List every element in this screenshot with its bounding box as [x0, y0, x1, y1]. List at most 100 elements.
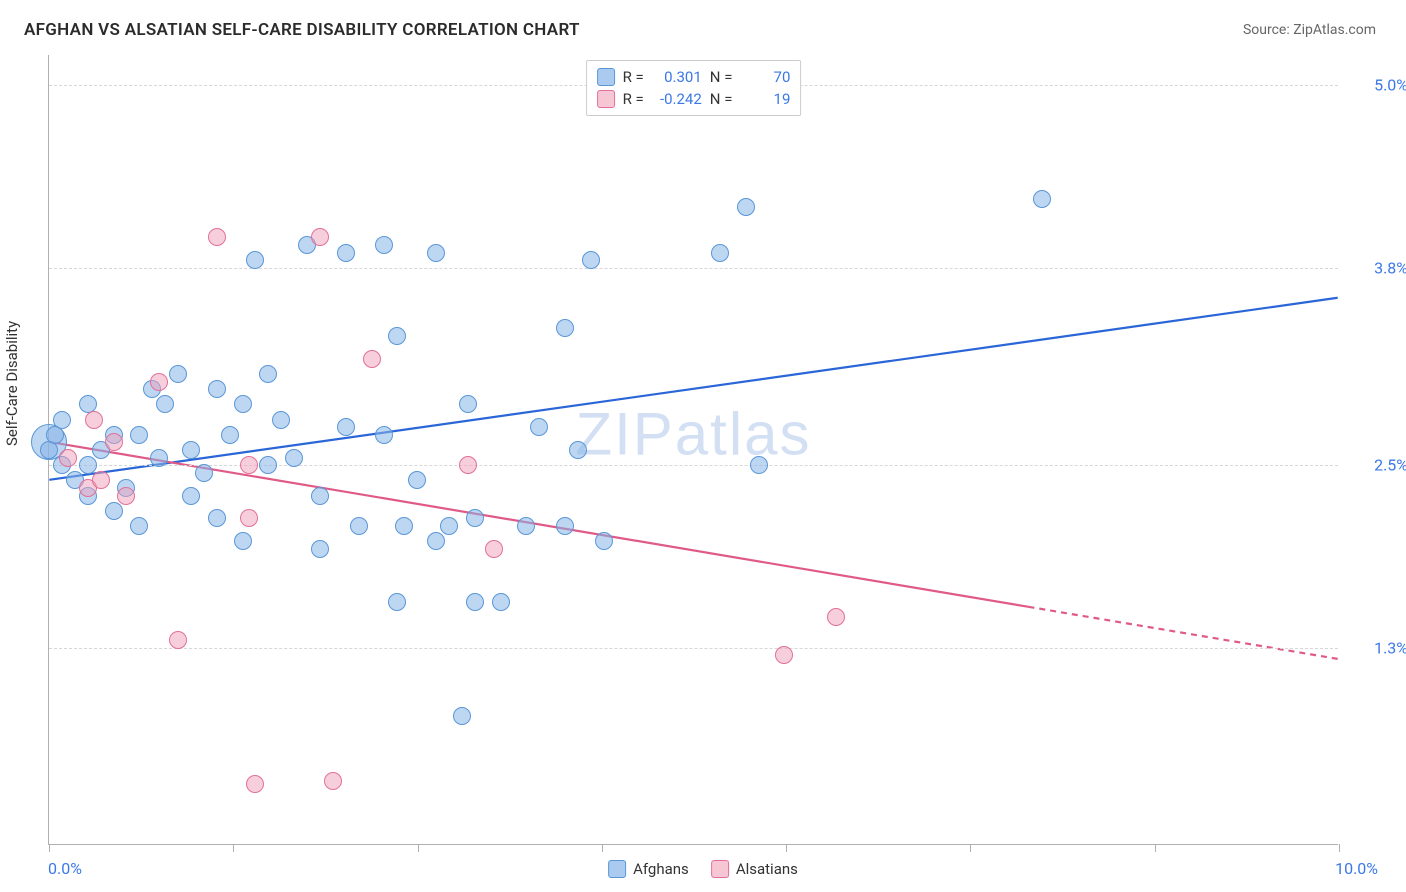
- data-point-pink: [59, 449, 77, 467]
- y-tick-label: 3.8%: [1348, 258, 1406, 277]
- gridline: [49, 648, 1338, 649]
- data-point-pink: [363, 350, 381, 368]
- data-point-pink: [150, 373, 168, 391]
- y-tick-label: 1.3%: [1348, 638, 1406, 657]
- data-point-blue: [182, 487, 200, 505]
- data-point-blue: [350, 517, 368, 535]
- legend-swatch: [608, 860, 626, 878]
- legend-row: R = -0.242 N = 19: [597, 88, 791, 110]
- data-point-blue: [156, 395, 174, 413]
- y-tick-label: 5.0%: [1348, 76, 1406, 95]
- legend-n-value: 70: [740, 68, 790, 86]
- data-point-blue: [595, 532, 613, 550]
- series-legend-item: Alsatians: [711, 860, 798, 878]
- data-point-blue: [234, 395, 252, 413]
- x-tick: [418, 844, 419, 852]
- series-label: Alsatians: [736, 860, 798, 878]
- y-axis-label: Self-Care Disability: [3, 321, 21, 446]
- data-point-blue: [459, 395, 477, 413]
- data-point-blue: [517, 517, 535, 535]
- data-point-blue: [440, 517, 458, 535]
- data-point-pink: [240, 456, 258, 474]
- data-point-pink: [246, 775, 264, 793]
- plot-area: ZIPatlas R = 0.301 N = 70 R = -0.242 N =…: [48, 55, 1338, 845]
- series-legend-item: Afghans: [608, 860, 689, 878]
- x-tick: [49, 844, 50, 852]
- data-point-blue: [285, 449, 303, 467]
- data-point-blue: [311, 540, 329, 558]
- data-point-blue: [375, 426, 393, 444]
- data-point-blue: [1033, 190, 1051, 208]
- data-point-blue: [395, 517, 413, 535]
- data-point-blue: [556, 517, 574, 535]
- correlation-legend: R = 0.301 N = 70 R = -0.242 N = 19: [586, 60, 802, 116]
- data-point-blue: [221, 426, 239, 444]
- data-point-blue: [311, 487, 329, 505]
- data-point-blue: [246, 251, 264, 269]
- x-axis-max-label: 10.0%: [1335, 859, 1378, 878]
- data-point-blue: [208, 509, 226, 527]
- data-point-pink: [324, 772, 342, 790]
- data-point-blue: [150, 449, 168, 467]
- data-point-blue: [259, 365, 277, 383]
- data-point-blue: [582, 251, 600, 269]
- series-label: Afghans: [633, 860, 689, 878]
- data-point-blue: [375, 236, 393, 254]
- watermark-text: ZIPatlas: [575, 399, 811, 468]
- data-point-pink: [827, 608, 845, 626]
- legend-row: R = 0.301 N = 70: [597, 66, 791, 88]
- data-point-blue: [182, 441, 200, 459]
- data-point-blue: [388, 327, 406, 345]
- series-legend: Afghans Alsatians: [602, 858, 804, 880]
- data-point-blue: [556, 319, 574, 337]
- data-point-blue: [530, 418, 548, 436]
- legend-r-label: R =: [623, 68, 644, 86]
- data-point-blue: [169, 365, 187, 383]
- data-point-blue: [53, 411, 71, 429]
- legend-r-value: -0.242: [652, 90, 702, 108]
- x-tick: [233, 844, 234, 852]
- data-point-blue: [408, 471, 426, 489]
- legend-r-value: 0.301: [652, 68, 702, 86]
- data-point-pink: [311, 228, 329, 246]
- data-point-blue: [453, 707, 471, 725]
- data-point-blue: [466, 509, 484, 527]
- legend-n-value: 19: [740, 90, 790, 108]
- data-point-blue: [130, 517, 148, 535]
- gridline: [49, 268, 1338, 269]
- y-tick-label: 2.5%: [1348, 456, 1406, 475]
- data-point-pink: [208, 228, 226, 246]
- legend-n-label: N =: [710, 68, 733, 86]
- data-point-pink: [459, 456, 477, 474]
- data-point-pink: [169, 631, 187, 649]
- legend-swatch: [597, 90, 615, 108]
- legend-n-label: N =: [710, 90, 733, 108]
- data-point-blue: [259, 456, 277, 474]
- x-tick: [786, 844, 787, 852]
- x-tick: [602, 844, 603, 852]
- data-point-pink: [240, 509, 258, 527]
- data-point-blue: [427, 244, 445, 262]
- data-point-blue: [737, 198, 755, 216]
- data-point-pink: [105, 433, 123, 451]
- data-point-pink: [485, 540, 503, 558]
- trend-lines: [49, 55, 1338, 844]
- data-point-blue: [272, 411, 290, 429]
- chart-title: AFGHAN VS ALSATIAN SELF-CARE DISABILITY …: [24, 20, 580, 40]
- data-point-blue: [208, 380, 226, 398]
- x-tick: [1339, 844, 1340, 852]
- x-axis-min-label: 0.0%: [48, 859, 82, 878]
- data-point-blue: [569, 441, 587, 459]
- x-tick: [970, 844, 971, 852]
- x-tick: [1155, 844, 1156, 852]
- data-point-blue: [105, 502, 123, 520]
- data-point-pink: [117, 487, 135, 505]
- data-point-blue: [750, 456, 768, 474]
- data-point-blue: [79, 456, 97, 474]
- data-point-pink: [775, 646, 793, 664]
- data-point-pink: [85, 411, 103, 429]
- source-attribution: Source: ZipAtlas.com: [1243, 22, 1376, 38]
- legend-swatch: [597, 68, 615, 86]
- data-point-pink: [92, 471, 110, 489]
- data-point-blue: [195, 464, 213, 482]
